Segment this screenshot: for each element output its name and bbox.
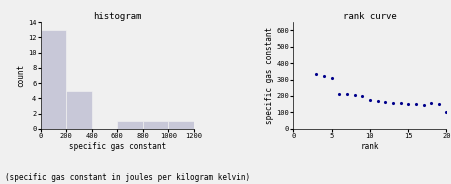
Bar xyxy=(41,30,66,129)
X-axis label: specific gas constant: specific gas constant xyxy=(69,142,166,151)
Bar xyxy=(66,91,92,129)
Title: rank curve: rank curve xyxy=(343,12,397,21)
Y-axis label: specific gas constant: specific gas constant xyxy=(265,27,274,124)
Title: histogram: histogram xyxy=(93,12,141,21)
Bar xyxy=(143,121,168,129)
Bar xyxy=(117,121,143,129)
Bar xyxy=(168,121,194,129)
X-axis label: rank: rank xyxy=(361,142,379,151)
Y-axis label: count: count xyxy=(16,64,25,87)
Text: (specific gas constant in joules per kilogram kelvin): (specific gas constant in joules per kil… xyxy=(5,173,250,182)
